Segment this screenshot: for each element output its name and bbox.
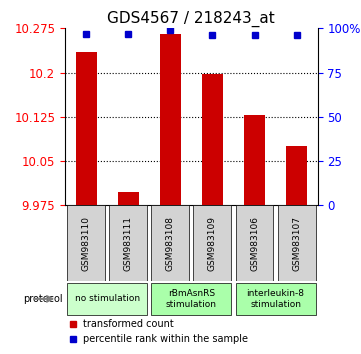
Bar xyxy=(286,146,307,205)
Text: GSM983111: GSM983111 xyxy=(124,216,132,271)
FancyBboxPatch shape xyxy=(151,283,231,315)
Text: GSM983108: GSM983108 xyxy=(166,216,175,271)
Text: GSM983109: GSM983109 xyxy=(208,216,217,271)
Text: GSM983107: GSM983107 xyxy=(292,216,301,271)
Bar xyxy=(202,74,223,205)
Text: protocol: protocol xyxy=(23,294,62,304)
Text: GSM983110: GSM983110 xyxy=(82,216,91,271)
FancyBboxPatch shape xyxy=(67,283,147,315)
FancyBboxPatch shape xyxy=(235,283,316,315)
FancyBboxPatch shape xyxy=(109,205,147,281)
FancyBboxPatch shape xyxy=(67,205,105,281)
Text: interleukin-8
stimulation: interleukin-8 stimulation xyxy=(247,289,305,309)
Text: transformed count: transformed count xyxy=(83,319,173,329)
Bar xyxy=(244,115,265,205)
Bar xyxy=(160,34,181,205)
Text: percentile rank within the sample: percentile rank within the sample xyxy=(83,334,248,344)
Text: GSM983106: GSM983106 xyxy=(250,216,259,271)
FancyBboxPatch shape xyxy=(278,205,316,281)
Title: GDS4567 / 218243_at: GDS4567 / 218243_at xyxy=(108,11,275,27)
Bar xyxy=(118,192,139,205)
FancyBboxPatch shape xyxy=(193,205,231,281)
Bar xyxy=(75,52,96,205)
FancyBboxPatch shape xyxy=(235,205,274,281)
Text: rBmAsnRS
stimulation: rBmAsnRS stimulation xyxy=(166,289,217,309)
FancyBboxPatch shape xyxy=(151,205,189,281)
Text: no stimulation: no stimulation xyxy=(74,295,140,303)
